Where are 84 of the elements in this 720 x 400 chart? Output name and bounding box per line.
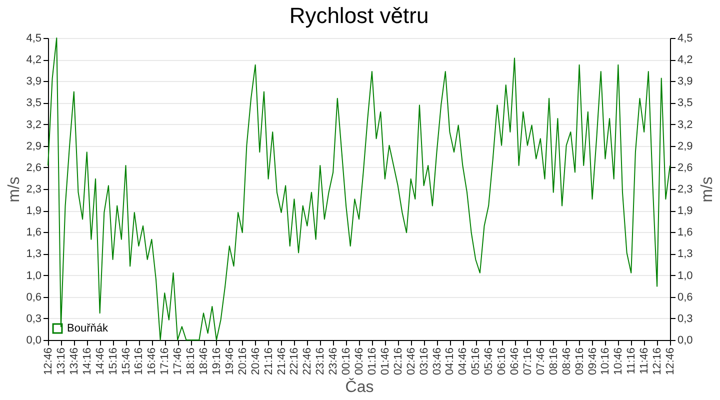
x-tick-label: 00:16 — [340, 348, 353, 376]
y2-tick-label: 1,9 — [678, 205, 693, 218]
y-tick-label: 4,2 — [26, 54, 42, 66]
x-tick-label: 05:16 — [470, 348, 482, 376]
y2-tick-label: 1,3 — [678, 248, 693, 260]
x-tick-label: 09:16 — [574, 348, 586, 376]
x-tick-label: 03:46 — [431, 348, 444, 376]
y2-tick-label: 3,2 — [678, 118, 693, 131]
x-tick-label: 18:16 — [185, 348, 198, 376]
x-tick-label: 23:16 — [314, 348, 327, 376]
y2-tick-label: 2,9 — [678, 140, 693, 152]
y-tick-label: 3,2 — [26, 118, 42, 131]
x-tick-label: 16:16 — [133, 348, 146, 376]
x-tick-label: 00:46 — [354, 348, 366, 376]
y-tick-label: 2,3 — [26, 184, 42, 196]
x-tick-label: 14:16 — [81, 348, 94, 376]
y-tick-label: 0,0 — [26, 334, 42, 346]
x-tick-label: 06:46 — [509, 348, 521, 376]
x-tick-label: 13:46 — [68, 348, 80, 376]
x-tick-label: 13:16 — [55, 348, 68, 376]
x-tick-label: 23:46 — [328, 348, 340, 376]
x-tick-label: 22:46 — [302, 348, 314, 376]
x-tick-label: 14:46 — [94, 348, 106, 376]
y2-tick-label: 4,5 — [678, 32, 693, 44]
x-tick-label: 21:16 — [262, 348, 275, 376]
y2-tick-label: 3,9 — [678, 76, 693, 88]
x-tick-label: 18:46 — [198, 348, 210, 376]
x-tick-label: 01:46 — [379, 348, 392, 376]
x-tick-label: 02:16 — [392, 348, 404, 376]
x-tick-label: 20:46 — [250, 348, 262, 376]
y-tick-label: 4,5 — [26, 32, 42, 44]
legend-label: Bouřňák — [67, 322, 108, 334]
y2-tick-label: 1,0 — [678, 270, 693, 282]
x-tick-label: 05:46 — [483, 348, 496, 376]
x-tick-label: 03:16 — [418, 348, 430, 376]
x-tick-label: 04:46 — [457, 348, 470, 376]
y2-tick-label: 1,6 — [678, 226, 693, 239]
x-tick-label: 08:16 — [548, 348, 560, 376]
y2-tick-label: 3,5 — [678, 97, 693, 110]
x-tick-label: 11:16 — [626, 348, 638, 374]
y2-tick-label: 2,6 — [678, 162, 693, 174]
y2-tick-label: 0,3 — [678, 312, 693, 325]
y2-tick-label: 0,0 — [678, 334, 693, 346]
y2-axis-title: m/s — [698, 176, 716, 202]
y-tick-label: 1,0 — [26, 270, 42, 282]
x-tick-label: 01:16 — [366, 348, 378, 376]
y-tick-label: 0,3 — [26, 312, 42, 325]
x-tick-label: 16:46 — [146, 348, 158, 376]
x-tick-label: 10:16 — [600, 348, 612, 376]
x-tick-label: 08:46 — [560, 348, 573, 376]
x-tick-label: 11:46 — [638, 348, 651, 374]
y-tick-label: 3,5 — [26, 97, 42, 110]
x-tick-label: 07:16 — [522, 348, 534, 376]
y-tick-label: 0,6 — [26, 291, 42, 304]
x-tick-label: 07:46 — [534, 348, 547, 376]
x-tick-label: 15:16 — [107, 348, 120, 376]
x-tick-label: 10:46 — [612, 348, 625, 376]
x-tick-label: 21:46 — [276, 348, 288, 376]
y-tick-label: 2,6 — [26, 162, 42, 174]
x-tick-label: 12:46 — [664, 348, 676, 376]
y-axis-title: m/s — [6, 176, 24, 202]
x-tick-label: 06:16 — [496, 348, 508, 376]
x-tick-label: 04:16 — [444, 348, 456, 376]
x-tick-label: 09:46 — [586, 348, 599, 376]
x-tick-label: 15:46 — [120, 348, 132, 376]
x-tick-label: 12:16 — [652, 348, 664, 376]
x-tick-label: 20:16 — [236, 348, 249, 376]
x-tick-label: 22:16 — [288, 348, 301, 376]
y-tick-label: 1,3 — [26, 248, 42, 260]
y-tick-label: 1,6 — [26, 226, 42, 239]
y2-tick-label: 4,2 — [678, 54, 693, 66]
x-tick-label: 17:46 — [172, 348, 184, 376]
y-tick-label: 2,9 — [26, 140, 42, 152]
y-tick-label: 3,9 — [26, 76, 42, 88]
x-tick-label: 19:16 — [210, 348, 223, 376]
y2-tick-label: 0,6 — [678, 291, 693, 304]
y2-tick-label: 2,3 — [678, 184, 693, 196]
x-tick-label: 12:46 — [42, 348, 54, 376]
x-tick-label: 17:16 — [159, 348, 172, 376]
y-tick-label: 1,9 — [26, 205, 42, 218]
x-axis-title: Čas — [345, 378, 374, 396]
x-tick-label: 19:46 — [224, 348, 236, 376]
chart-title: Rychlost větru — [289, 3, 429, 28]
x-tick-label: 02:46 — [405, 348, 418, 376]
